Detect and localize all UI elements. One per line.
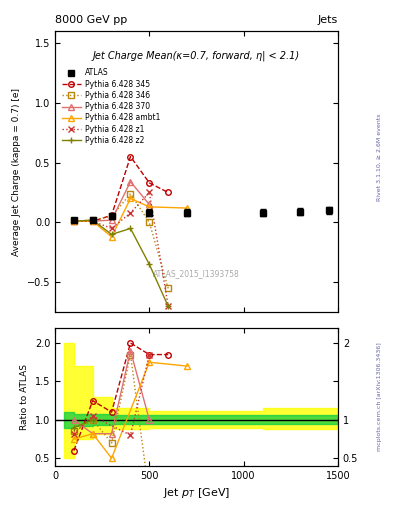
Y-axis label: Average Jet Charge (kappa = 0.7) [e]: Average Jet Charge (kappa = 0.7) [e] — [12, 88, 21, 255]
Text: Jet Charge Mean(κ=0.7, forward, η| < 2.1): Jet Charge Mean(κ=0.7, forward, η| < 2.1… — [93, 50, 300, 61]
Text: Rivet 3.1.10, ≥ 2.6M events: Rivet 3.1.10, ≥ 2.6M events — [377, 114, 382, 201]
Text: mcplots.cern.ch [arXiv:1306.3436]: mcplots.cern.ch [arXiv:1306.3436] — [377, 343, 382, 451]
Text: Jets: Jets — [318, 15, 338, 25]
Text: 8000 GeV pp: 8000 GeV pp — [55, 15, 127, 25]
Y-axis label: Ratio to ATLAS: Ratio to ATLAS — [20, 364, 29, 430]
Text: ATLAS_2015_I1393758: ATLAS_2015_I1393758 — [153, 269, 240, 279]
X-axis label: Jet $p_T$ [GeV]: Jet $p_T$ [GeV] — [163, 486, 230, 500]
Legend: ATLAS, Pythia 6.428 345, Pythia 6.428 346, Pythia 6.428 370, Pythia 6.428 ambt1,: ATLAS, Pythia 6.428 345, Pythia 6.428 34… — [62, 68, 160, 145]
